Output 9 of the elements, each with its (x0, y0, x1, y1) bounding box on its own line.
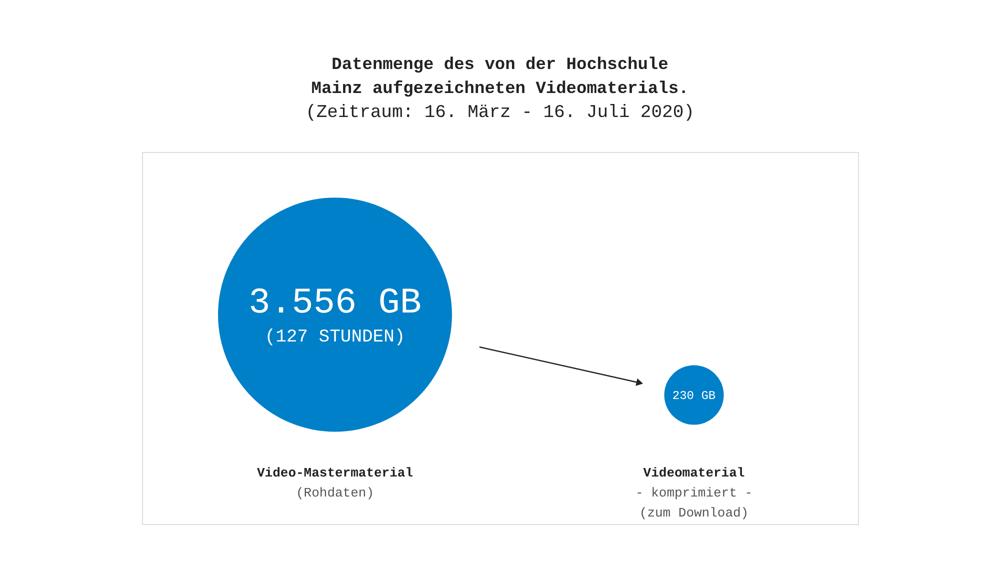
data-label: 3.556 GB (127 STUNDEN) (248, 282, 422, 348)
text: (Rohdaten) (296, 486, 374, 501)
text: Datenmenge des von der Hochschule Mainz aufgezeichneten Videomaterials. (311, 56, 689, 99)
text: - komprimiert - (635, 486, 753, 501)
category-label: Videomaterial (643, 466, 745, 481)
category-label: Video-Mastermaterial (256, 466, 414, 481)
text: (zum Download) (639, 506, 749, 521)
text: (Zeitraum: 16. März - 16. Juli 2020) (306, 103, 694, 123)
data-label: 230 GB (672, 389, 716, 403)
